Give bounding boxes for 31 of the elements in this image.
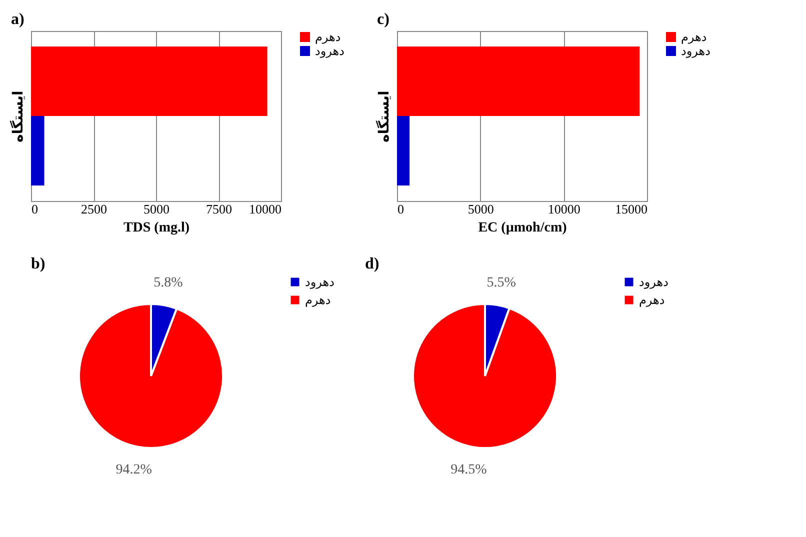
chart-title: b) (31, 256, 46, 273)
pie-slice (78, 303, 224, 449)
x-tick-label: 5000 (144, 202, 170, 216)
pie-slice (412, 303, 558, 449)
legend-label: دهرم (315, 30, 341, 44)
x-tick-label: 10000 (249, 202, 282, 216)
x-tick-label: 7500 (206, 202, 232, 216)
chart-title: c) (377, 11, 390, 28)
x-tick-label: 5000 (468, 202, 494, 216)
x-tick-label: 15000 (615, 202, 648, 216)
x-axis-title: TDS (mg.l) (123, 220, 190, 236)
x-tick-label: 10000 (548, 202, 580, 216)
legend-label: دهرود (681, 44, 710, 58)
legend-label: دهرم (305, 293, 331, 307)
legend-label: دهرم (639, 293, 665, 307)
x-tick-label: 2500 (81, 202, 107, 216)
data-label: 5.5% (486, 275, 516, 290)
legend-label: دهرم (681, 30, 707, 44)
legend-label: دهرود (315, 44, 344, 58)
data-label: 94.2% (116, 462, 152, 478)
chart-title: a) (11, 11, 24, 28)
data-label: 94.5% (450, 462, 488, 478)
y-axis-title: ایستگاه (376, 90, 392, 142)
legend-label: دهرود (639, 275, 668, 289)
x-tick-label: 0 (32, 202, 38, 216)
legend-label: دهرود (305, 275, 334, 289)
x-axis-title: EC (µmoh/cm) (478, 220, 568, 236)
data-label: 5.8% (154, 276, 184, 291)
chart-title: d) (365, 255, 380, 272)
y-axis-title: ایستگاه (10, 90, 26, 142)
x-tick-label: 0 (398, 202, 404, 216)
